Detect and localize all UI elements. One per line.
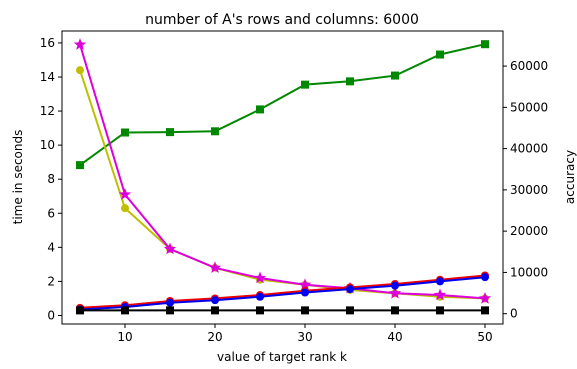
data-point <box>481 306 489 315</box>
y-tick-label-left: 2 <box>47 274 55 288</box>
data-point <box>208 261 222 273</box>
x-tick-label: 50 <box>477 330 492 344</box>
data-point <box>76 161 84 170</box>
data-point <box>211 127 219 136</box>
series-1 <box>76 40 489 170</box>
x-tick-label: 20 <box>207 330 222 344</box>
data-point <box>211 306 219 315</box>
series-line <box>79 276 486 311</box>
y-tick-label-left: 6 <box>47 206 55 220</box>
data-point <box>73 38 87 50</box>
data-point <box>166 306 174 315</box>
y-tick-label-left: 4 <box>47 240 55 254</box>
series-line <box>79 43 486 166</box>
data-point <box>436 306 444 315</box>
data-point <box>346 306 354 315</box>
y-tick-label-right: 20000 <box>510 224 548 238</box>
data-point <box>121 128 129 137</box>
data-point <box>256 105 264 114</box>
y-axis-label-left: time in seconds <box>11 130 25 225</box>
y-tick-label-left: 14 <box>40 70 55 84</box>
chart-title: number of A's rows and columns: 6000 <box>145 12 419 28</box>
data-point <box>121 306 129 315</box>
y-tick-label-left: 16 <box>40 36 55 50</box>
data-point <box>346 77 354 86</box>
data-point <box>481 273 489 282</box>
series-group <box>73 38 492 315</box>
data-point <box>301 306 309 315</box>
series-line <box>79 274 486 309</box>
series-3 <box>73 38 492 304</box>
y-tick-label-right: 50000 <box>510 100 548 114</box>
data-point <box>253 271 267 284</box>
y-axis-label-right: accuracy <box>563 150 577 204</box>
y-tick-label-left: 10 <box>40 138 55 152</box>
axes: 10 20 30 40 50 0 2 4 6 8 10 12 14 16 0 10000 20000 30000 4… <box>40 30 548 344</box>
data-point <box>256 306 264 315</box>
y-tick-label-right: 30000 <box>510 183 548 197</box>
data-point <box>301 80 309 89</box>
data-point <box>388 286 402 299</box>
data-point <box>391 71 399 80</box>
x-tick-label: 30 <box>297 330 312 344</box>
x-axis-label: value of target rank k <box>217 350 347 364</box>
data-point <box>391 306 399 315</box>
y-tick-label-left: 12 <box>40 104 55 118</box>
data-point <box>166 128 174 137</box>
data-point <box>211 296 219 305</box>
y-tick-label-right: 60000 <box>510 59 548 73</box>
data-point <box>166 298 174 307</box>
y-tick-label-left: 8 <box>47 172 55 186</box>
data-point <box>436 50 444 59</box>
y-tick-label-right: 10000 <box>510 265 548 279</box>
data-point <box>478 291 492 304</box>
data-point <box>76 66 84 75</box>
data-point <box>163 242 177 255</box>
data-point <box>301 288 309 297</box>
series-line <box>79 69 486 300</box>
data-point <box>118 188 132 200</box>
data-point <box>76 306 84 315</box>
plot-frame <box>61 30 504 325</box>
data-point <box>391 281 399 290</box>
series-2 <box>76 66 489 303</box>
data-point <box>121 204 129 213</box>
series-6 <box>76 306 489 315</box>
data-point <box>346 285 354 294</box>
data-point <box>298 278 312 291</box>
data-point <box>436 277 444 286</box>
data-point <box>256 292 264 301</box>
y-tick-label-left: 0 <box>47 308 55 322</box>
series-line <box>79 44 486 300</box>
y-tick-label-right: 0 <box>510 307 518 321</box>
data-point <box>481 40 489 49</box>
y-tick-label-right: 40000 <box>510 142 548 156</box>
x-tick-label: 40 <box>387 330 402 344</box>
data-point <box>433 288 447 301</box>
x-tick-label: 10 <box>117 330 132 344</box>
